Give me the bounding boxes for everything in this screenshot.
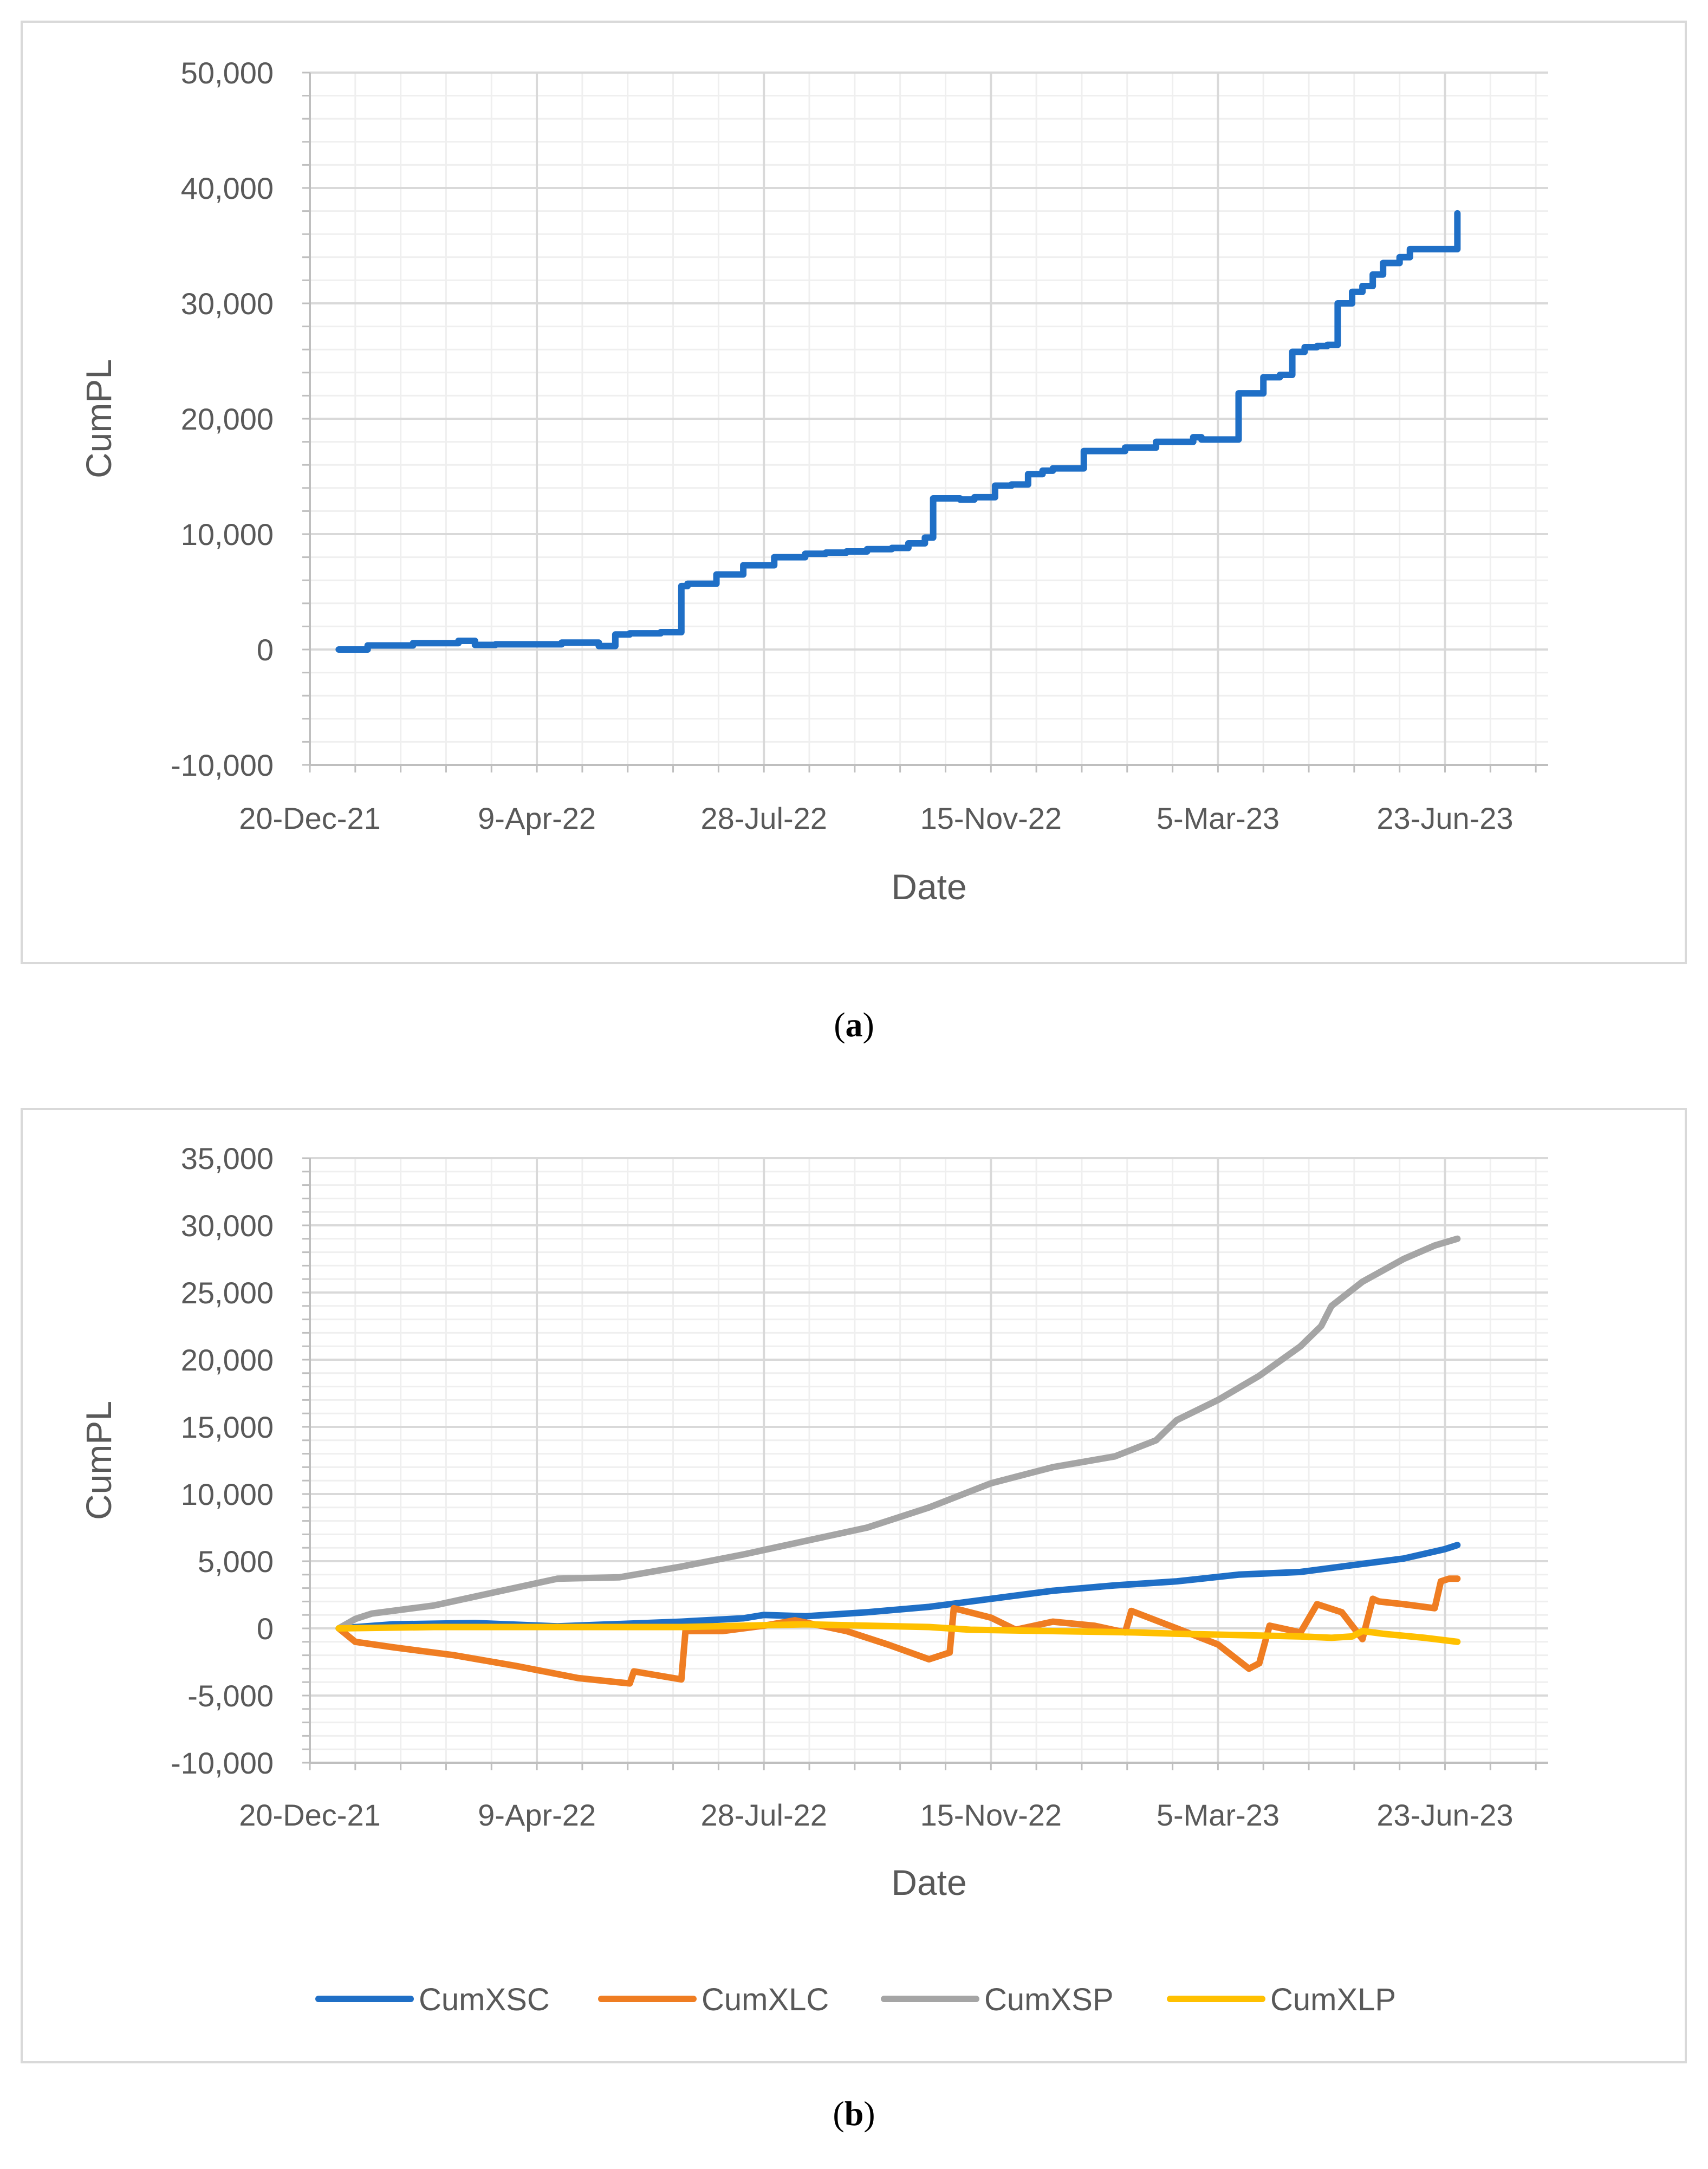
caption-a-label: a [845,1005,863,1044]
chart-a-y-axis-title: CumPL [79,359,119,478]
chart-b-ytick-label: -10,000 [171,1746,274,1780]
chart-b-frame [21,1108,1687,2063]
chart-b-series-cumxlc [335,1575,1461,1687]
caption-b-label: b [844,2094,864,2133]
chart-a-ytick-label: 50,000 [181,56,274,90]
chart-a-xtick-label: 5-Mar-23 [1157,801,1280,835]
chart-b-xtick-label: 20-Dec-21 [239,1798,380,1832]
chart-b-xtick-label: 28-Jul-22 [700,1798,827,1832]
chart-a-xtick-label: 9-Apr-22 [478,801,596,835]
chart-b-ytick-label: -5,000 [187,1679,274,1713]
chart-b-ytick-label: 35,000 [181,1141,274,1176]
chart-b-series-cumxlp [335,1621,1461,1645]
chart-a-ytick-label: -10,000 [171,748,274,782]
chart-a-ytick-label: 40,000 [181,171,274,205]
chart-b-legend-label-cumxsp: CumXSP [984,1982,1114,2017]
chart-a-series-cumpl [335,210,1461,653]
chart-b-ytick-label: 5,000 [198,1544,274,1579]
chart-a-frame [21,21,1687,964]
chart-b-legend-label-cumxsc: CumXSC [419,1982,550,2017]
chart-b-xtick-label: 23-Jun-23 [1376,1798,1513,1832]
chart-b-ytick-label: 30,000 [181,1209,274,1243]
chart-a-ytick-label: 10,000 [181,517,274,551]
chart-a-ytick-label: 30,000 [181,287,274,321]
chart-b-legend-label-cumxlp: CumXLP [1270,1982,1396,2017]
chart-b-ytick-label: 0 [257,1612,274,1646]
chart-a-xtick-label: 15-Nov-22 [920,801,1062,835]
chart-b-minor-grid [309,1157,1548,1764]
chart-b-y-axis-title: CumPL [79,1401,119,1520]
chart-a-x-axis-title: Date [891,867,966,907]
chart-a-xtick-label: 20-Dec-21 [239,801,380,835]
chart-a-xtick-label: 28-Jul-22 [700,801,827,835]
chart-b-x-axis-title: Date [891,1862,966,1902]
chart-b-ytick-label: 15,000 [181,1410,274,1444]
chart-b-legend-label-cumxlc: CumXLC [702,1982,829,2017]
chart-a-ytick-label: 20,000 [181,402,274,436]
chart-b-major-grid [309,1157,1548,1764]
chart-b-ytick-label: 25,000 [181,1276,274,1310]
chart-b-xtick-label: 15-Nov-22 [920,1798,1062,1832]
caption-a: (a) [834,1005,874,1044]
chart-b-ytick-label: 10,000 [181,1477,274,1511]
chart-b-series-cumxsp [335,1235,1461,1632]
chart-b-xtick-label: 5-Mar-23 [1157,1798,1280,1832]
chart-a-ytick-label: 0 [257,633,274,667]
caption-b: (b) [833,2094,875,2133]
chart-a-xtick-label: 23-Jun-23 [1376,801,1513,835]
chart-b-xtick-label: 9-Apr-22 [478,1798,596,1832]
chart-a: -10,000 0 10,000 20,000 30,000 40,000 50,000 20… [79,56,1548,907]
chart-b-ytick-label: 20,000 [181,1343,274,1377]
